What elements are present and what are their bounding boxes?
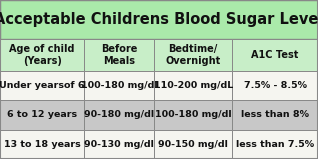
Bar: [154, 39, 232, 71]
Text: less than 8%: less than 8%: [241, 110, 309, 119]
Text: 90-150 mg/dl: 90-150 mg/dl: [158, 140, 228, 149]
Bar: [0, 130, 84, 159]
Bar: [154, 100, 232, 130]
Text: Before
Meals: Before Meals: [101, 44, 137, 66]
Bar: [154, 130, 232, 159]
Text: 7.5% - 8.5%: 7.5% - 8.5%: [244, 81, 307, 90]
Text: 110-200 mg/dL: 110-200 mg/dL: [154, 81, 233, 90]
Text: 13 to 18 years: 13 to 18 years: [4, 140, 80, 149]
Text: Bedtime/
Overnight: Bedtime/ Overnight: [166, 44, 221, 66]
Bar: [84, 100, 154, 130]
Text: Under yearsof 6: Under yearsof 6: [0, 81, 85, 90]
Bar: [0, 71, 84, 100]
Text: 100-180 mg/dl: 100-180 mg/dl: [81, 81, 157, 90]
Bar: [232, 39, 318, 71]
Text: 6 to 12 years: 6 to 12 years: [7, 110, 77, 119]
Bar: [0, 39, 84, 71]
Bar: [84, 130, 154, 159]
Bar: [154, 71, 232, 100]
Text: 100-180 mg/dl: 100-180 mg/dl: [155, 110, 232, 119]
Text: Age of child
(Years): Age of child (Years): [10, 44, 75, 66]
Text: 90-130 mg/dl: 90-130 mg/dl: [84, 140, 154, 149]
Text: 90-180 mg/dl: 90-180 mg/dl: [84, 110, 154, 119]
Text: less than 7.5%: less than 7.5%: [236, 140, 314, 149]
Bar: [232, 71, 318, 100]
Bar: [232, 100, 318, 130]
Bar: [0, 100, 84, 130]
Bar: [232, 130, 318, 159]
Text: A1C Test: A1C Test: [252, 50, 299, 60]
Text: Acceptable Childrens Blood Sugar Level: Acceptable Childrens Blood Sugar Level: [0, 12, 318, 27]
Bar: [84, 39, 154, 71]
Bar: [84, 71, 154, 100]
Bar: [0, 0, 318, 39]
